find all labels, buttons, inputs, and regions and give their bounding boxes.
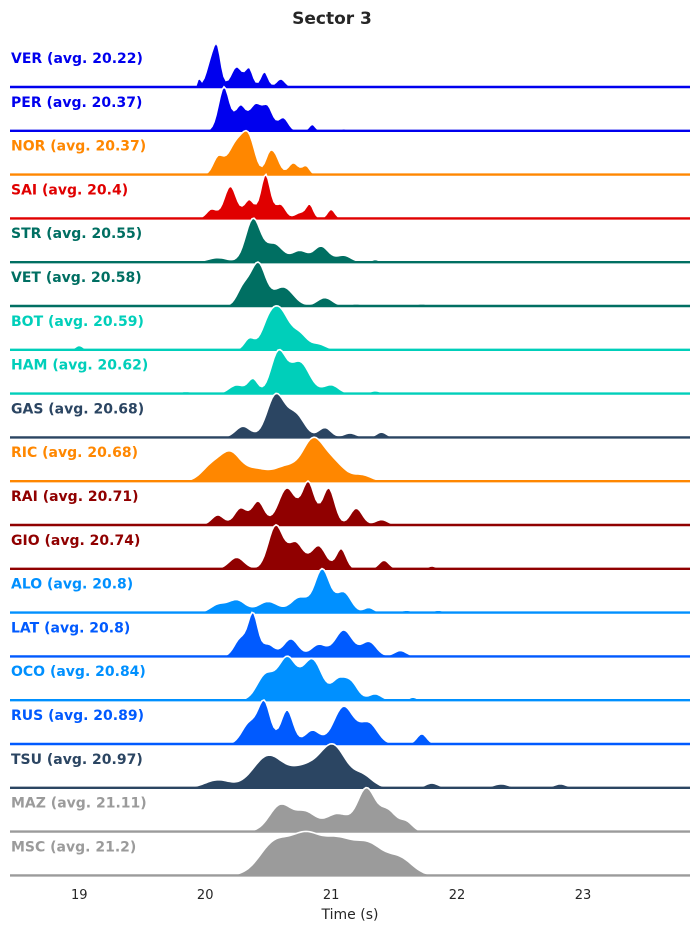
ridge-msc: MSC (avg. 21.2): [10, 830, 690, 877]
ridges: VER (avg. 20.22) PER (avg. 20.37) NOR (avg…: [10, 41, 690, 877]
row-label: HAM (avg. 20.62): [11, 358, 148, 374]
x-axis-label: Time (s): [321, 907, 379, 923]
row-label: OCO (avg. 20.84): [11, 664, 146, 680]
ridge-alo: ALO (avg. 20.8): [10, 567, 690, 614]
density-area: [10, 612, 690, 657]
row-label: MAZ (avg. 21.11): [11, 796, 147, 812]
row-label: GIO (avg. 20.74): [11, 533, 140, 549]
ridge-bot: BOT (avg. 20.59): [10, 304, 690, 351]
ridge-maz: MAZ (avg. 21.11): [10, 786, 690, 833]
chart-title: Sector 3: [292, 9, 372, 29]
row-label: NOR (avg. 20.37): [11, 139, 146, 155]
row-label: LAT (avg. 20.8): [11, 620, 130, 636]
x-tick-label: 22: [449, 888, 466, 903]
row-label: ALO (avg. 20.8): [11, 577, 133, 593]
x-tick-label: 23: [575, 888, 592, 903]
ridge-sai: SAI (avg. 20.4): [10, 173, 690, 220]
row-label: PER (avg. 20.37): [11, 95, 142, 111]
density-area: [10, 787, 690, 832]
x-tick-label: 21: [323, 888, 340, 903]
ridge-per: PER (avg. 20.37): [10, 85, 690, 133]
row-label: VER (avg. 20.22): [11, 51, 143, 67]
ridge-lat: LAT (avg. 20.8): [10, 611, 690, 658]
x-tick-label: 19: [71, 888, 88, 903]
row-label: RIC (avg. 20.68): [11, 445, 138, 461]
ridge-rai: RAI (avg. 20.71): [10, 479, 690, 527]
density-area: [10, 656, 690, 701]
ridge-gas: GAS (avg. 20.68): [10, 392, 690, 439]
row-label: GAS (avg. 20.68): [11, 401, 144, 417]
row-label: TSU (avg. 20.97): [11, 752, 143, 768]
ridge-nor: NOR (avg. 20.37): [10, 129, 690, 176]
x-tick-label: 20: [197, 888, 214, 903]
ridge-ver: VER (avg. 20.22): [10, 41, 690, 89]
ridge-str: STR (avg. 20.55): [10, 217, 690, 264]
row-label: MSC (avg. 21.2): [11, 839, 136, 855]
row-label: SAI (avg. 20.4): [11, 182, 128, 198]
ridge-gio: GIO (avg. 20.74): [10, 523, 690, 570]
ridge-ric: RIC (avg. 20.68): [10, 436, 690, 483]
ridge-ham: HAM (avg. 20.62): [10, 348, 690, 395]
row-label: VET (avg. 20.58): [11, 270, 142, 286]
density-area: [10, 568, 690, 613]
ridge-tsu: TSU (avg. 20.97): [10, 742, 690, 789]
ridge-vet: VET (avg. 20.58): [10, 261, 690, 308]
density-area: [10, 831, 690, 876]
row-label: RAI (avg. 20.71): [11, 489, 139, 505]
row-label: BOT (avg. 20.59): [11, 314, 144, 330]
x-axis: 19 20 21 22 23: [71, 888, 591, 903]
ridge-rus: RUS (avg. 20.89): [10, 699, 690, 746]
density-area: [10, 481, 690, 525]
density-area: [10, 700, 690, 744]
ridge-oco: OCO (avg. 20.84): [10, 655, 690, 702]
row-label: RUS (avg. 20.89): [11, 708, 144, 724]
row-label: STR (avg. 20.55): [11, 226, 142, 242]
